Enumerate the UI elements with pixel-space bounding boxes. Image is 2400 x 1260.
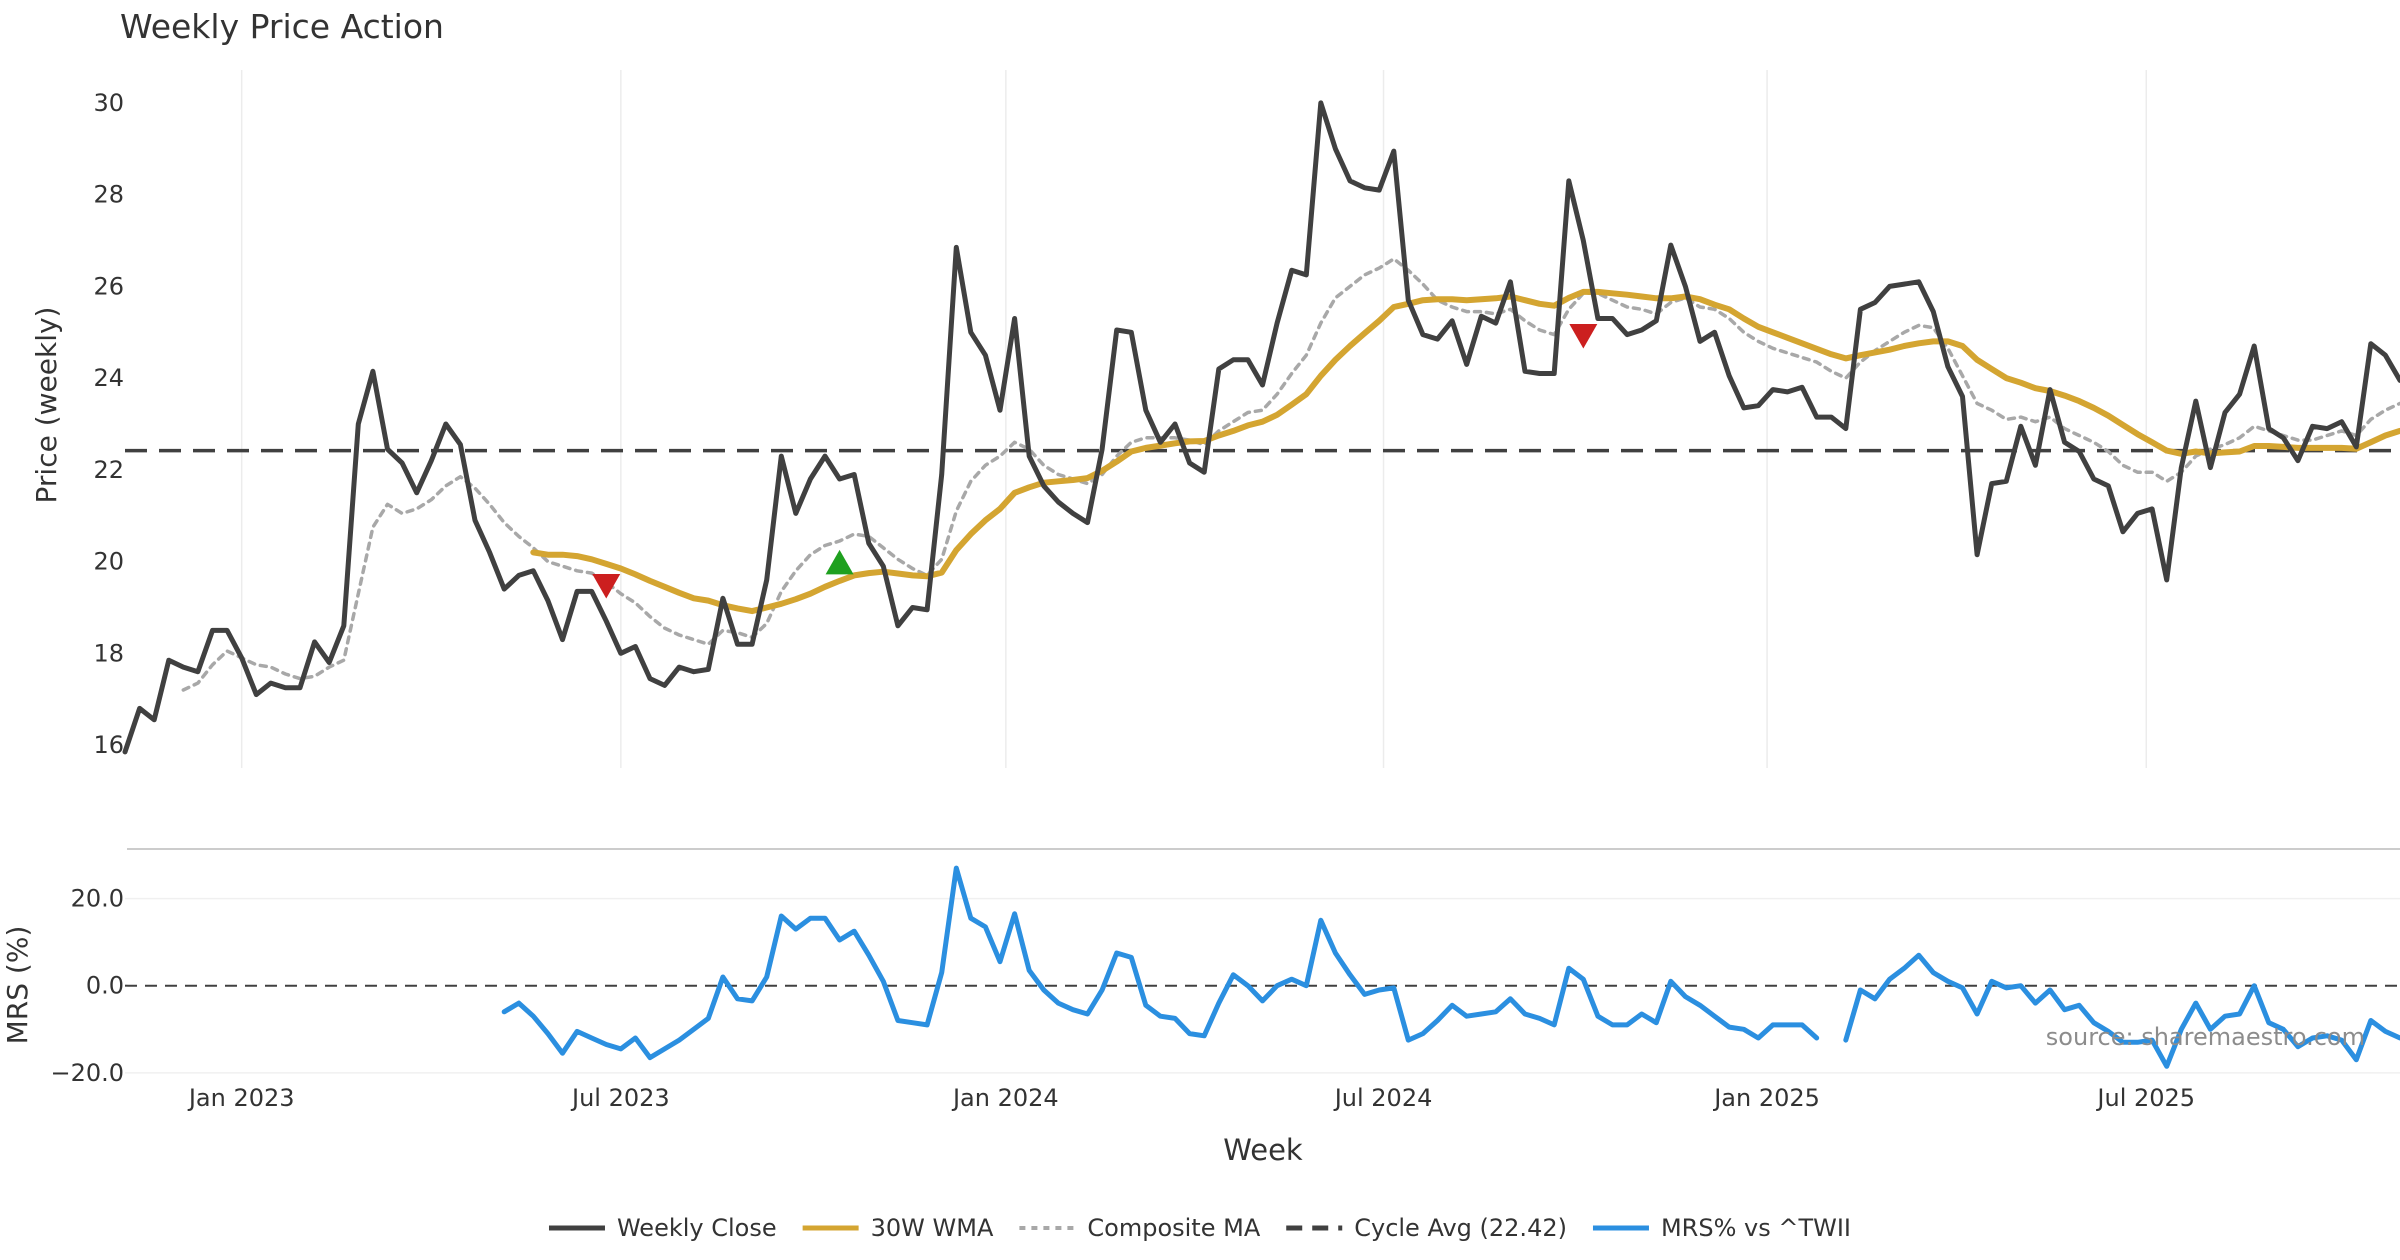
price-y-tick-22: 22 [93,456,124,484]
x-tick-jan-2025: Jan 2025 [1712,1084,1820,1112]
price-y-tick-24: 24 [93,364,124,392]
x-axis-label: Week [1223,1133,1303,1167]
legend-item-composite-ma: Composite MA [1019,1214,1261,1242]
price-y-tick-28: 28 [93,181,124,209]
x-tick-jan-2023: Jan 2023 [187,1084,295,1112]
x-tick-jul-2025: Jul 2025 [2095,1084,2195,1112]
legend-label-30w-wma: 30W WMA [871,1214,994,1242]
mrs-grid [125,897,2400,1074]
legend-item-cycle-avg-22-42: Cycle Avg (22.42) [1286,1214,1567,1242]
price-y-tick-20: 20 [93,548,124,576]
legend-item-30w-wma: 30W WMA [802,1214,994,1242]
legend: Weekly Close 30W WMA Composite MA Cycle Avg… [548,1214,1851,1242]
legend-label-composite-ma: Composite MA [1087,1214,1260,1242]
sell-signal-marker-3 [1569,324,1598,349]
series-30w-wma [530,288,2400,615]
legend-item-weekly-close: Weekly Close [548,1214,777,1242]
price-y-axis-label: Price (weekly) [30,307,63,504]
series-mrs-vs-twii [501,865,2400,1069]
series-weekly-close [122,100,2400,755]
series-composite-ma [181,257,2400,692]
chart-title: Weekly Price Action [120,7,444,46]
price-grid [240,70,2147,768]
mrs-y-tick-20: 20.0 [71,885,124,913]
x-ticks: Jan 2023 Jul 2023 Jan 2024 Jul 2024 Jan 2025… [187,1084,2195,1112]
mrs-y-tick-0: 0.0 [86,972,124,1000]
legend-item-mrs-vs-twii: MRS% vs ^TWII [1592,1214,1851,1242]
mrs-series-group [501,865,2400,1069]
price-series-group [122,100,2400,755]
mrs-y-ticks: −20.0 0.0 20.0 [50,885,124,1087]
source-note: source: sharemaestro.com [2046,1023,2365,1051]
price-y-ticks: 16 18 20 22 24 26 28 30 [93,89,124,759]
legend-label-weekly-close: Weekly Close [617,1214,777,1242]
x-tick-jan-2024: Jan 2024 [951,1084,1059,1112]
sell-signal-marker-1 [592,574,621,599]
legend-label-mrs-vs-twii: MRS% vs ^TWII [1661,1214,1851,1242]
price-y-tick-30: 30 [93,89,124,117]
price-y-tick-18: 18 [93,639,124,667]
mrs-y-tick-20: −20.0 [50,1059,124,1087]
legend-label-cycle-avg-22-42: Cycle Avg (22.42) [1354,1214,1567,1242]
buy-signal-marker-2 [825,549,854,575]
signal-markers [592,324,1598,599]
mrs-y-axis-label: MRS (%) [1,926,34,1045]
x-tick-jul-2024: Jul 2024 [1333,1084,1433,1112]
price-y-tick-26: 26 [93,272,124,300]
price-y-tick-16: 16 [93,731,124,759]
x-tick-jul-2023: Jul 2023 [570,1084,670,1112]
